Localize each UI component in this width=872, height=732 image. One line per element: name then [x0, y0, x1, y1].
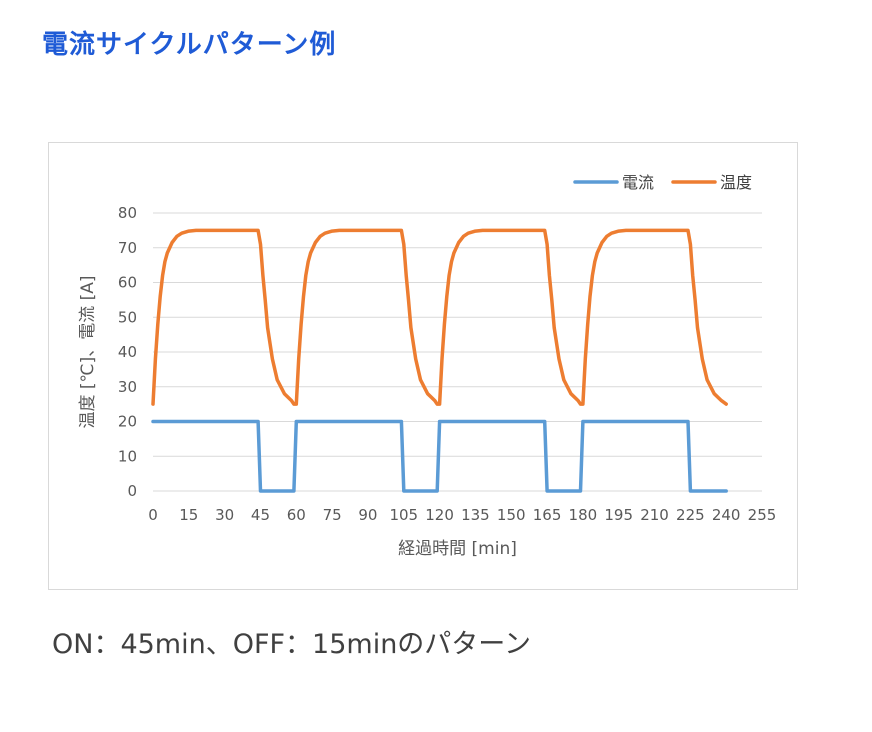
y-tick-labels: 0 10 20 30 40 50 60 70 80 — [118, 204, 137, 500]
y-tick-label: 20 — [118, 413, 137, 431]
caption: ON：45min、OFF：15minのパターン — [52, 629, 531, 660]
x-tick-label: 45 — [251, 506, 270, 524]
x-tick-label: 60 — [287, 506, 306, 524]
x-axis-title: 経過時間 [min] — [398, 539, 517, 559]
y-tick-label: 40 — [118, 343, 137, 361]
x-tick-label: 30 — [215, 506, 234, 524]
line-chart: 0 10 20 30 40 50 60 70 80 0 15 30 45 60 75 90 105 120 135… — [78, 173, 776, 559]
y-tick-label: 70 — [118, 239, 137, 257]
grid — [153, 212, 762, 492]
y-tick-label: 30 — [118, 378, 137, 396]
chart-frame: 0 10 20 30 40 50 60 70 80 0 15 30 45 60 75 90 105 120 135… — [48, 142, 798, 590]
y-axis-title: 温度 [℃]、電流 [A] — [78, 275, 98, 428]
series-line-0 — [151, 419, 728, 493]
x-tick-label: 165 — [533, 506, 562, 524]
x-tick-label: 75 — [323, 506, 342, 524]
y-tick-label: 10 — [118, 447, 137, 465]
y-tick-label: 0 — [127, 482, 137, 500]
x-tick-label: 15 — [179, 506, 198, 524]
x-tick-label: 120 — [425, 506, 454, 524]
y-tick-label: 50 — [118, 308, 137, 326]
x-tick-label: 225 — [676, 506, 705, 524]
x-tick-label: 195 — [604, 506, 633, 524]
page-title: 電流サイクルパターン例 — [42, 30, 337, 60]
legend-item-0: 電流 — [573, 173, 654, 192]
y-tick-label: 80 — [118, 204, 137, 222]
x-tick-labels: 0 15 30 45 60 75 90 105 120 135 150 165 180 195 210 225… — [148, 506, 776, 524]
legend-item-1: 温度 — [671, 173, 752, 192]
x-tick-label: 90 — [358, 506, 377, 524]
x-tick-label: 105 — [389, 506, 418, 524]
x-tick-label: 255 — [748, 506, 777, 524]
x-tick-label: 210 — [640, 506, 669, 524]
legend-label: 電流 — [622, 173, 654, 192]
legend: 電流 温度 — [573, 173, 752, 192]
x-tick-label: 240 — [712, 506, 741, 524]
series-lines — [151, 228, 728, 493]
series-line-1 — [151, 228, 728, 406]
x-tick-label: 180 — [569, 506, 598, 524]
x-tick-label: 0 — [148, 506, 158, 524]
x-tick-label: 135 — [461, 506, 490, 524]
y-tick-label: 60 — [118, 274, 137, 292]
x-tick-label: 150 — [497, 506, 526, 524]
legend-label: 温度 — [720, 173, 752, 192]
